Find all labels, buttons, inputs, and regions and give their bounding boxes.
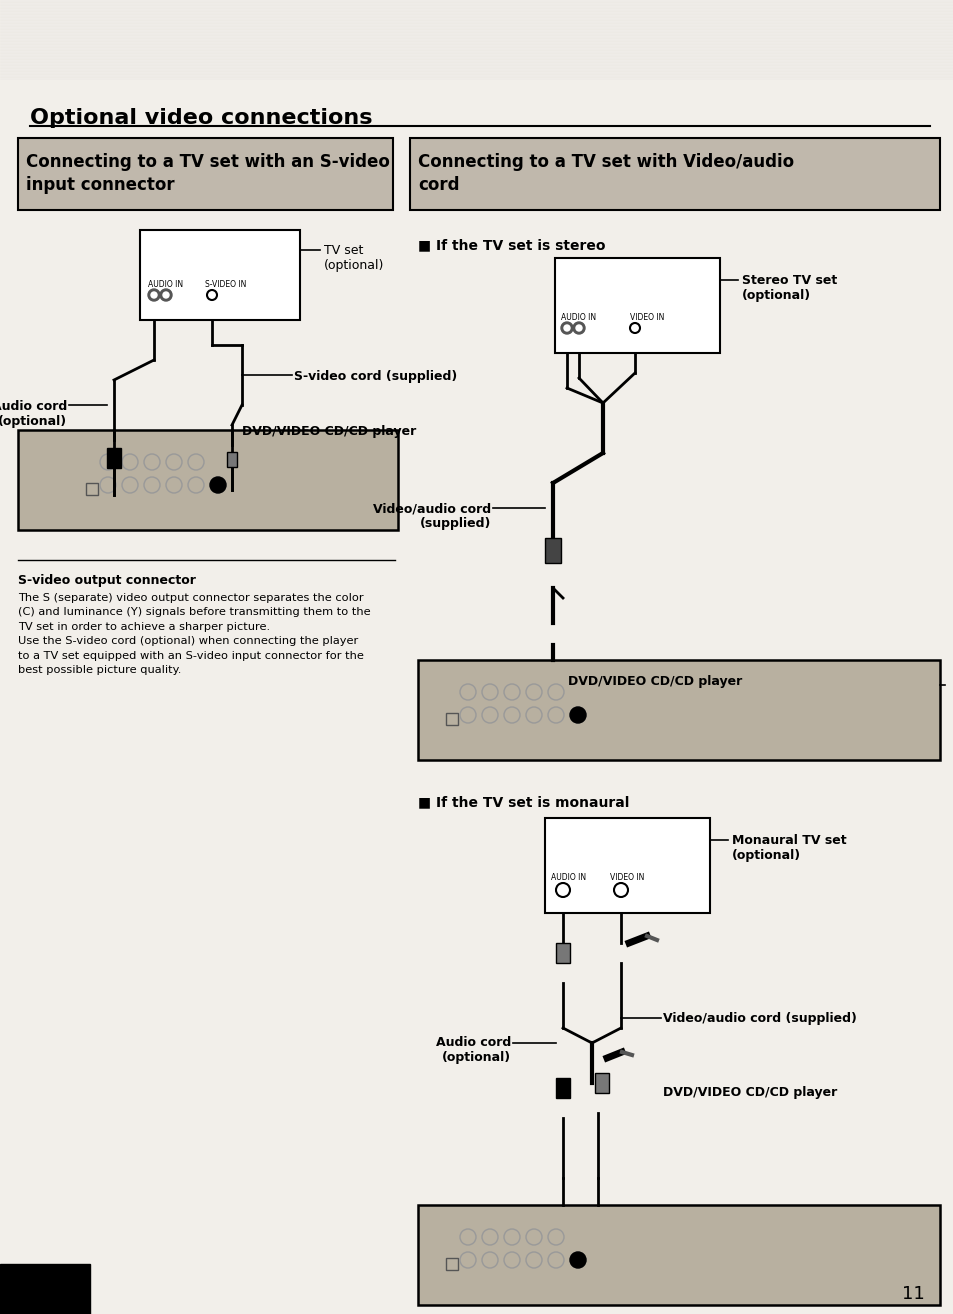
Circle shape <box>576 325 581 331</box>
Bar <box>227 452 236 466</box>
Text: The S (separate) video output connector separates the color
(C) and luminance (Y: The S (separate) video output connector … <box>18 593 370 675</box>
Circle shape <box>151 292 157 298</box>
Text: S-video cord (supplied): S-video cord (supplied) <box>294 371 456 382</box>
Bar <box>417 660 939 759</box>
Bar <box>417 1205 939 1305</box>
Text: Optional video connections: Optional video connections <box>30 108 372 127</box>
Circle shape <box>210 477 226 493</box>
Bar <box>86 484 98 495</box>
Text: Stereo TV set
(optional): Stereo TV set (optional) <box>741 275 837 302</box>
Text: ■ If the TV set is monaural: ■ If the TV set is monaural <box>417 795 629 809</box>
Text: S-video output connector: S-video output connector <box>18 574 195 587</box>
Bar <box>18 430 397 530</box>
Bar <box>0 1264 90 1314</box>
Circle shape <box>563 325 569 331</box>
Bar <box>544 819 709 913</box>
Bar <box>544 537 560 562</box>
Text: AUDIO IN: AUDIO IN <box>551 872 585 882</box>
Text: DVD/VIDEO CD/CD player: DVD/VIDEO CD/CD player <box>567 675 741 689</box>
Text: Audio cord
(optional): Audio cord (optional) <box>436 1035 511 1064</box>
Text: AUDIO IN: AUDIO IN <box>560 313 596 322</box>
Bar <box>446 1257 457 1271</box>
Bar <box>446 714 457 725</box>
Bar <box>555 258 720 353</box>
Text: Video/audio cord
(supplied): Video/audio cord (supplied) <box>373 502 491 530</box>
Circle shape <box>560 322 573 334</box>
Text: Monaural TV set
(optional): Monaural TV set (optional) <box>731 834 845 862</box>
Circle shape <box>573 322 584 334</box>
Bar <box>556 943 569 963</box>
Bar <box>18 138 393 210</box>
Text: Connecting to a TV set with Video/audio
cord: Connecting to a TV set with Video/audio … <box>417 152 793 194</box>
Text: Connecting to a TV set with an S-video
input connector: Connecting to a TV set with an S-video i… <box>26 152 390 194</box>
Text: DVD/VIDEO CD/CD player: DVD/VIDEO CD/CD player <box>242 424 416 438</box>
Bar <box>107 448 121 468</box>
Text: ■ If the TV set is stereo: ■ If the TV set is stereo <box>417 238 605 252</box>
Circle shape <box>160 289 172 301</box>
Text: AUDIO IN: AUDIO IN <box>148 280 183 289</box>
Text: 11: 11 <box>902 1285 924 1303</box>
Text: TV set
(optional): TV set (optional) <box>324 244 384 272</box>
Bar <box>556 1077 569 1099</box>
Circle shape <box>163 292 169 298</box>
Bar <box>140 230 299 321</box>
Text: Audio cord
(optional): Audio cord (optional) <box>0 399 67 428</box>
Bar <box>410 138 939 210</box>
Text: DVD/VIDEO CD/CD player: DVD/VIDEO CD/CD player <box>662 1085 837 1099</box>
Text: VIDEO IN: VIDEO IN <box>629 313 663 322</box>
Circle shape <box>569 707 585 723</box>
Text: Video/audio cord (supplied): Video/audio cord (supplied) <box>662 1012 856 1025</box>
Circle shape <box>569 1252 585 1268</box>
Text: VIDEO IN: VIDEO IN <box>609 872 643 882</box>
Circle shape <box>148 289 160 301</box>
Bar <box>595 1074 608 1093</box>
Text: S-VIDEO IN: S-VIDEO IN <box>205 280 246 289</box>
